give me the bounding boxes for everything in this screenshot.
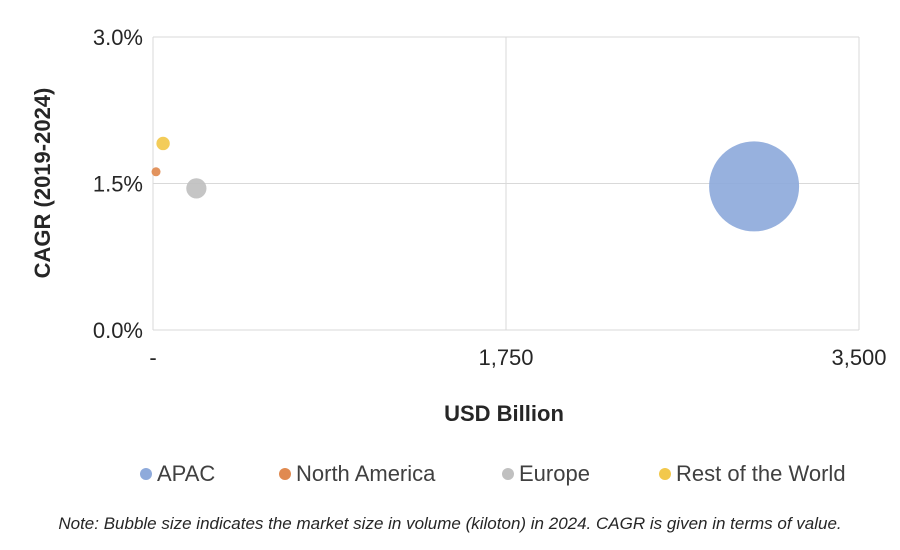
legend-marker-rest-of-the-world — [659, 468, 671, 480]
legend-label-rest-of-the-world: Rest of the World — [676, 461, 846, 486]
bubble-europe — [186, 178, 207, 199]
x-axis-title: USD Billion — [444, 401, 564, 426]
y-axis-ticks: 0.0% 1.5% 3.0% — [93, 25, 143, 343]
y-tick-label: 1.5% — [93, 172, 143, 197]
legend: APAC North America Europe Rest of the World — [140, 461, 846, 486]
legend-label-north-america: North America — [296, 461, 436, 486]
chart-note: Note: Bubble size indicates the market s… — [58, 514, 842, 533]
legend-label-europe: Europe — [519, 461, 590, 486]
legend-marker-europe — [502, 468, 514, 480]
x-axis-ticks: - 1,750 3,500 — [149, 345, 886, 370]
x-tick-label: - — [149, 345, 156, 370]
y-axis-title: CAGR (2019-2024) — [30, 88, 55, 279]
y-tick-label: 0.0% — [93, 318, 143, 343]
legend-label-apac: APAC — [157, 461, 215, 486]
bubble-rest-of-the-world — [156, 136, 170, 151]
legend-marker-north-america — [279, 468, 291, 480]
x-tick-label: 1,750 — [478, 345, 533, 370]
legend-marker-apac — [140, 468, 152, 480]
y-tick-label: 3.0% — [93, 25, 143, 50]
bubble-layer — [151, 136, 800, 232]
bubble-apac — [709, 141, 800, 232]
x-tick-label: 3,500 — [831, 345, 886, 370]
bubble-north-america — [151, 167, 161, 177]
